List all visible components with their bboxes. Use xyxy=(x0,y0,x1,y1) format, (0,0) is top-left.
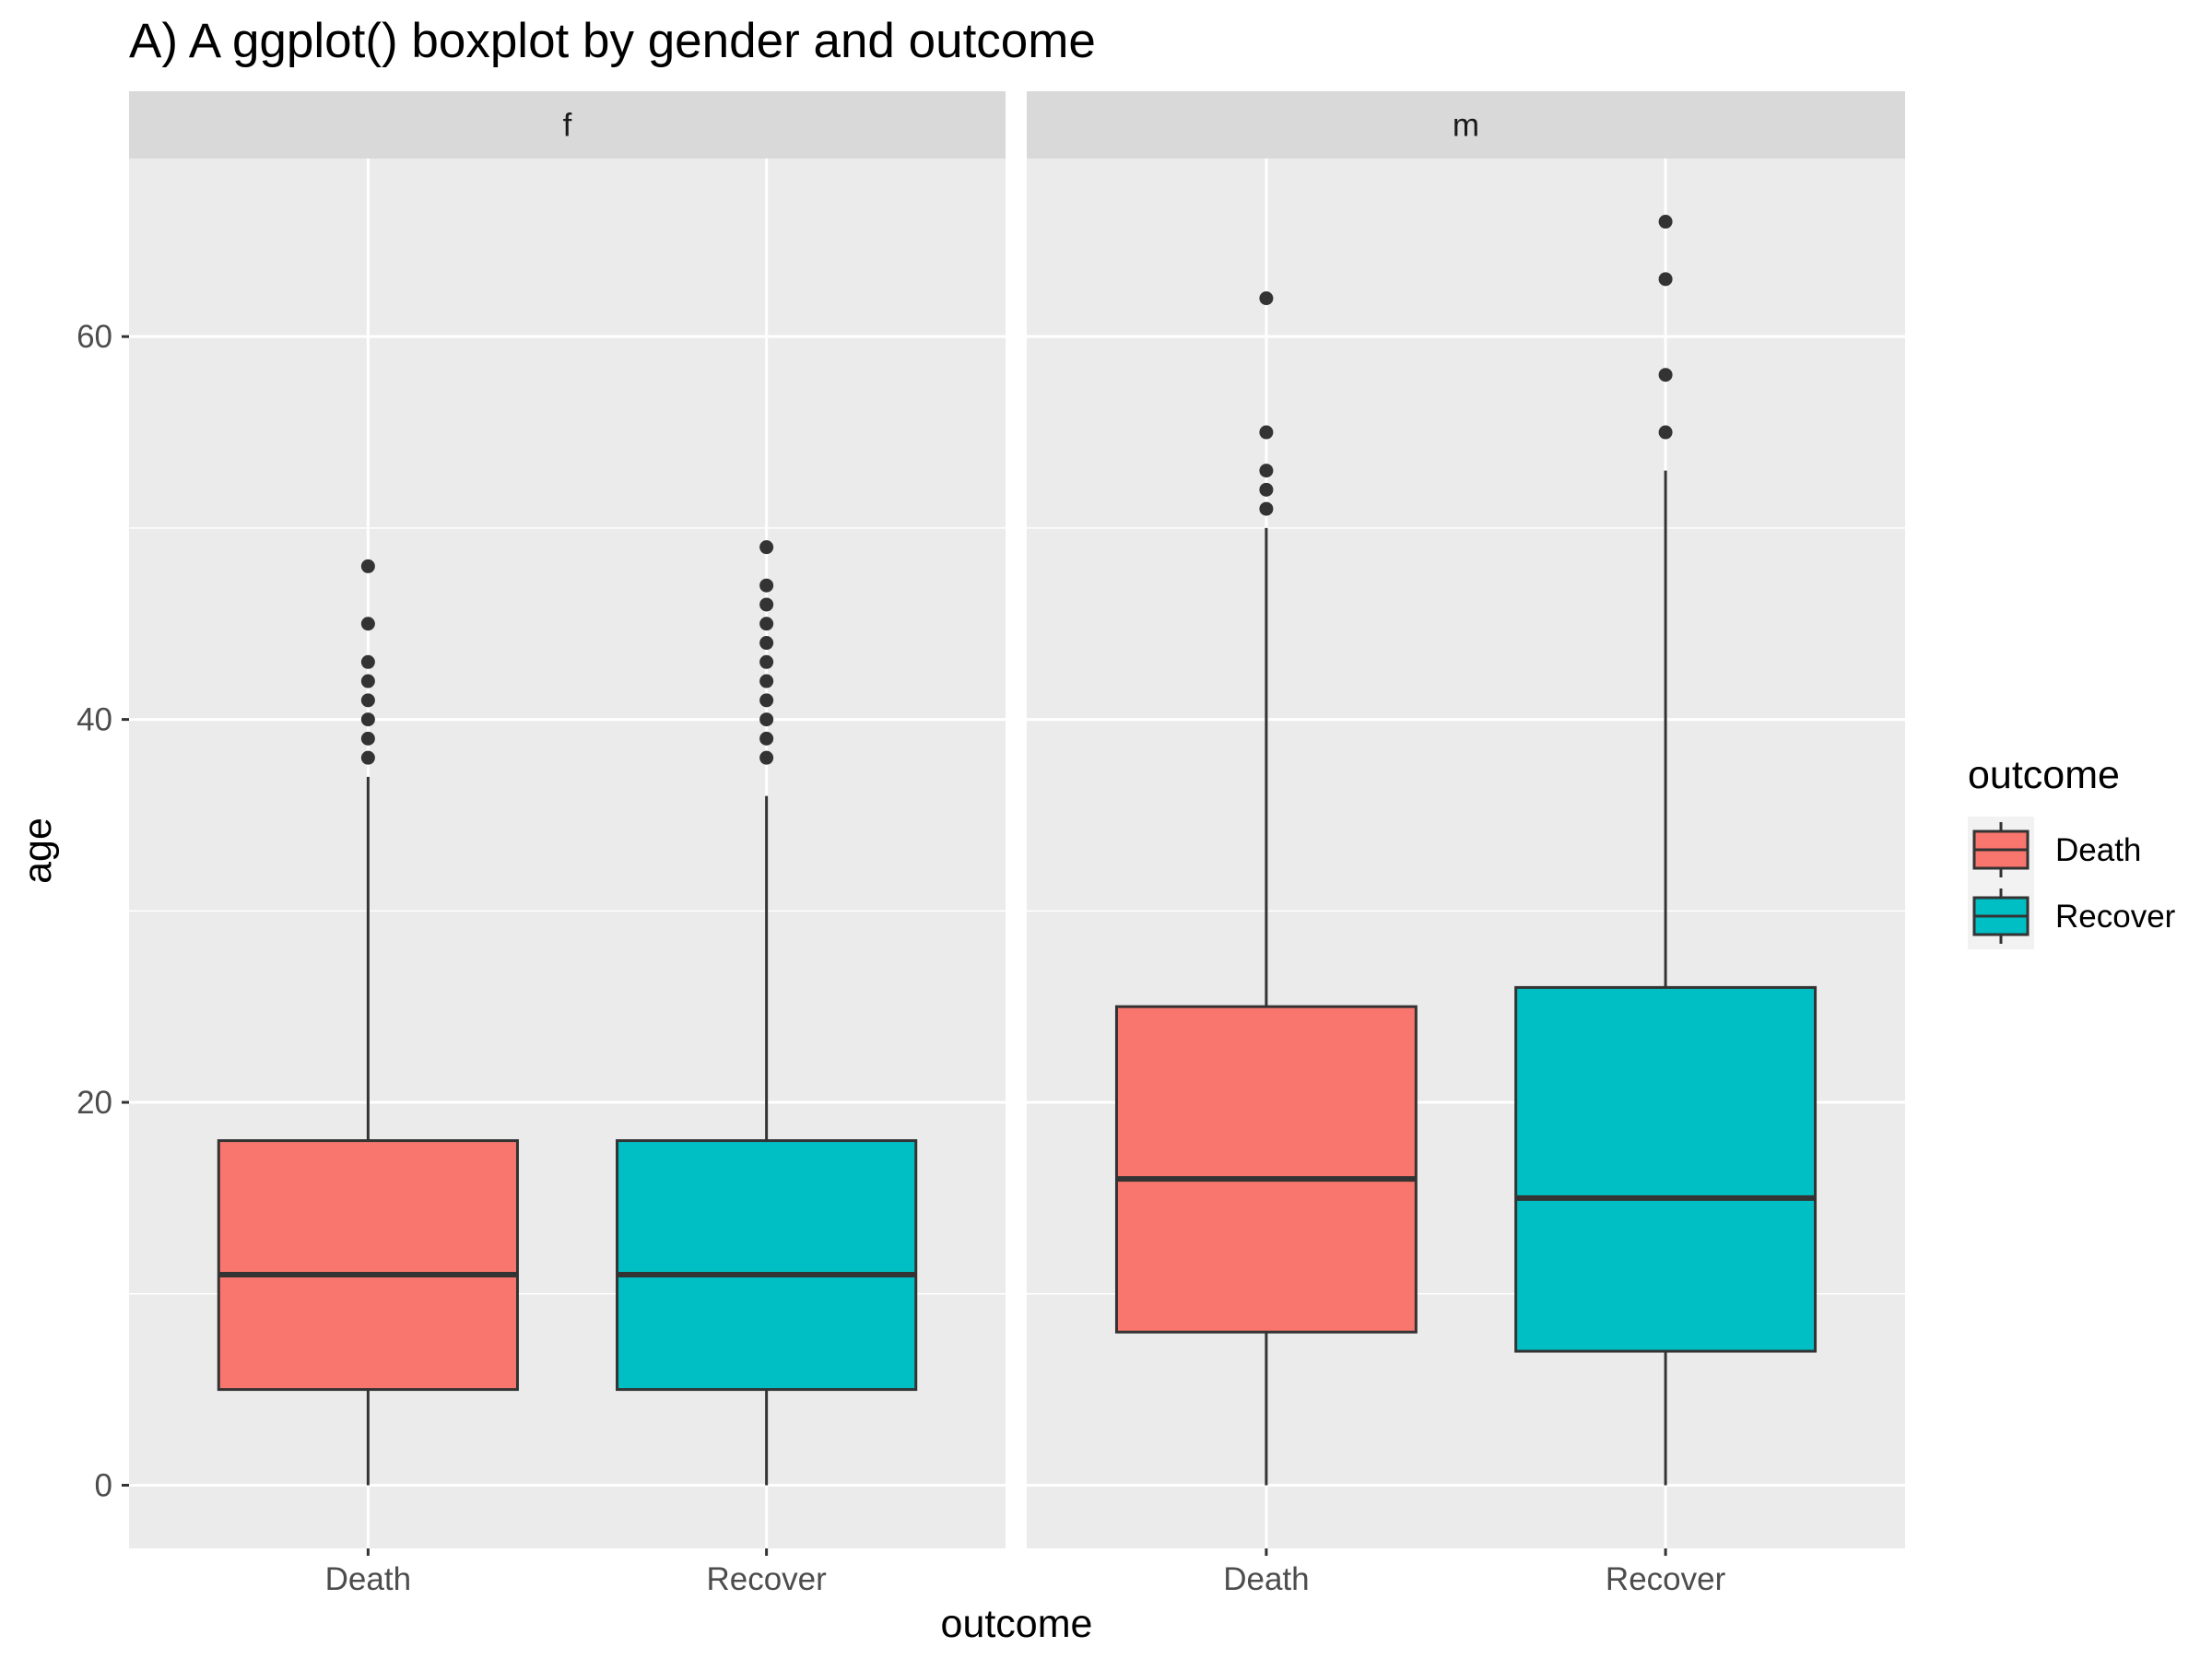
outlier-point xyxy=(1259,464,1274,478)
y-tick-label: 60 xyxy=(76,319,112,355)
outlier-point xyxy=(360,731,375,746)
y-tick-label: 0 xyxy=(95,1467,112,1503)
box-f-death xyxy=(217,559,519,1486)
outlier-point xyxy=(360,750,375,765)
legend-entry-recover: Recover xyxy=(1968,883,2176,949)
x-tick-label: Death xyxy=(325,1561,411,1597)
legend-entry-death: Death xyxy=(1968,817,2141,883)
outlier-point xyxy=(1658,425,1673,440)
outlier-point xyxy=(759,597,774,612)
y-tick-label: 40 xyxy=(76,702,112,738)
y-axis-title: age xyxy=(16,818,60,884)
outlier-point xyxy=(1259,501,1274,516)
outlier-point xyxy=(1658,272,1673,287)
outlier-point xyxy=(360,712,375,727)
outlier-point xyxy=(759,654,774,669)
facet-panel-m: m Death Recover xyxy=(1027,91,1905,1597)
outlier-point xyxy=(759,540,774,555)
outlier-point xyxy=(759,731,774,746)
x-tick-label: Recover xyxy=(706,1561,827,1597)
box-rect xyxy=(1514,985,1818,1353)
x-tick-label: Death xyxy=(1223,1561,1309,1597)
x-axis-title: outcome xyxy=(941,1602,1093,1646)
outlier-point xyxy=(759,750,774,765)
outlier-point xyxy=(759,712,774,727)
legend-label: Recover xyxy=(2055,899,2176,935)
x-tick-label: Recover xyxy=(1606,1561,1726,1597)
facet-panels: f Death Recover m Death Recover xyxy=(129,91,1905,1597)
box-m-death xyxy=(1114,291,1418,1486)
outlier-point xyxy=(1658,368,1673,382)
outlier-point xyxy=(759,636,774,651)
outlier-point xyxy=(360,674,375,688)
legend-title: outcome xyxy=(1968,753,2120,797)
outlier-point xyxy=(1259,425,1274,440)
outlier-point xyxy=(360,693,375,708)
y-tick-label: 20 xyxy=(76,1085,112,1121)
box-rect xyxy=(616,1139,918,1392)
facet-strip-label: f xyxy=(563,108,572,144)
facet-panel-f: f Death Recover xyxy=(129,91,1006,1597)
facet-strip xyxy=(1027,91,1905,159)
box-rect xyxy=(1114,1005,1418,1334)
outlier-point xyxy=(759,674,774,688)
facet-strip xyxy=(129,91,1006,159)
outlier-point xyxy=(360,617,375,631)
box-f-recover xyxy=(616,540,918,1486)
facet-strip-label: m xyxy=(1453,108,1479,144)
chart-title: A) A ggplot() boxplot by gender and outc… xyxy=(129,14,1096,68)
outlier-point xyxy=(360,654,375,669)
y-axis: 0 20 40 60 xyxy=(76,319,129,1503)
outlier-point xyxy=(1658,215,1673,229)
outlier-point xyxy=(360,559,375,573)
box-m-recover xyxy=(1514,215,1818,1486)
legend: outcome Death Recover xyxy=(1968,753,2176,949)
box-rect xyxy=(217,1139,519,1392)
outlier-point xyxy=(759,693,774,708)
outlier-point xyxy=(1259,482,1274,497)
legend-label: Death xyxy=(2055,832,2141,868)
outlier-point xyxy=(759,617,774,631)
outlier-point xyxy=(1259,291,1274,306)
outlier-point xyxy=(759,578,774,593)
